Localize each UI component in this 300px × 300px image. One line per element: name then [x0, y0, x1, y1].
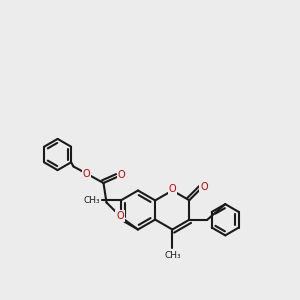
Text: O: O: [116, 211, 124, 221]
Text: O: O: [200, 182, 208, 192]
Text: O: O: [169, 184, 176, 194]
Text: O: O: [82, 169, 90, 179]
Text: O: O: [118, 170, 125, 181]
Text: CH₃: CH₃: [83, 196, 100, 205]
Text: CH₃: CH₃: [164, 250, 181, 260]
